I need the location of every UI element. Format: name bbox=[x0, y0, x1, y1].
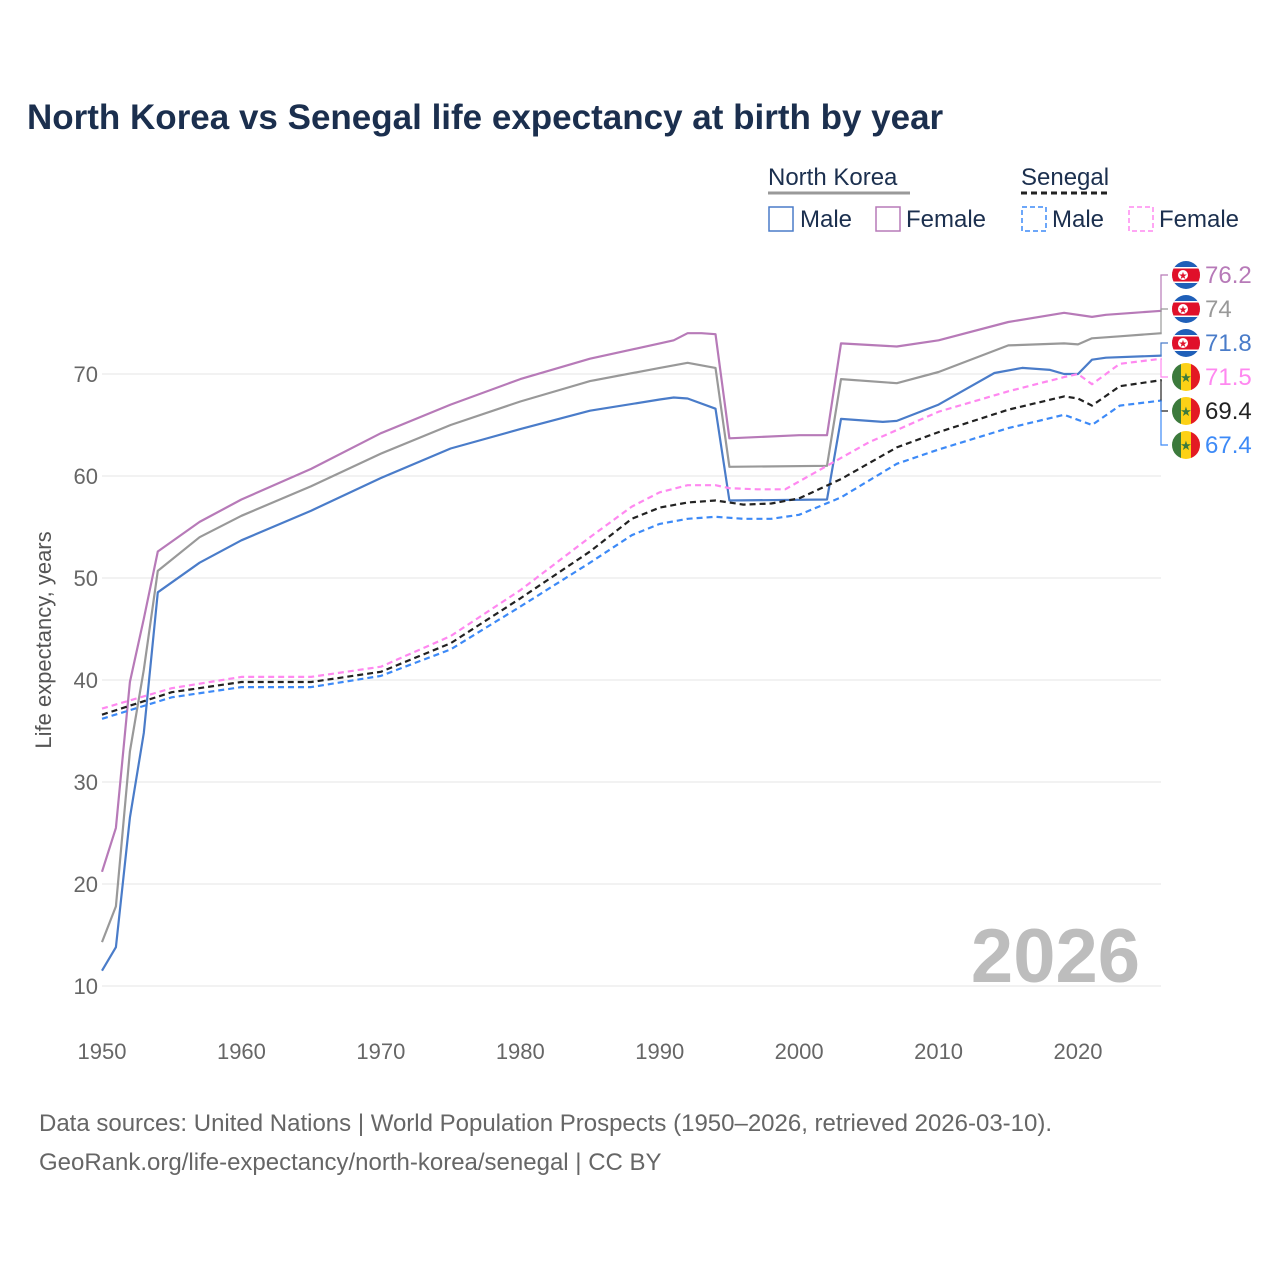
legend-swatch-nk-male[interactable] bbox=[768, 206, 794, 232]
series-line-senegal-male[interactable] bbox=[101, 399, 1162, 720]
legend-group-north-korea: North Korea bbox=[768, 164, 898, 191]
end-label-connector bbox=[1160, 358, 1168, 378]
end-label-connector bbox=[1160, 380, 1168, 412]
svg-text:★: ★ bbox=[1180, 404, 1192, 419]
north-korea-flag-icon: ★ bbox=[1172, 295, 1200, 323]
senegal-flag-icon: ★ bbox=[1172, 397, 1200, 425]
series-line-north-korea-both[interactable] bbox=[100, 332, 1162, 943]
senegal-flag-icon: ★ bbox=[1172, 431, 1200, 459]
y-tick-label: 30 bbox=[74, 770, 98, 795]
series-line-north-korea-female[interactable] bbox=[100, 309, 1162, 873]
x-axis-ticks: 1950 1960 1970 1980 1990 2000 2010 2020 bbox=[78, 1039, 1103, 1064]
legend-swatch-sn-female[interactable] bbox=[1128, 206, 1154, 232]
svg-text:★: ★ bbox=[1179, 305, 1188, 316]
north-korea-flag-icon: ★ bbox=[1172, 261, 1200, 289]
legend-label-sn-male[interactable]: Male bbox=[1052, 206, 1104, 233]
series-line-senegal-both[interactable] bbox=[101, 379, 1162, 716]
svg-text:★: ★ bbox=[1180, 370, 1192, 385]
y-tick-label: 10 bbox=[74, 974, 98, 999]
x-tick-label: 2020 bbox=[1054, 1039, 1103, 1064]
legend: North Korea Male Female Senegal Male Fem… bbox=[768, 164, 1239, 233]
source-line-2[interactable]: GeoRank.org/life-expectancy/north-korea/… bbox=[39, 1149, 662, 1176]
end-label-connector bbox=[1160, 274, 1168, 311]
end-value-label: 76.2 bbox=[1205, 262, 1252, 289]
svg-text:★: ★ bbox=[1179, 271, 1188, 282]
legend-group-senegal: Senegal bbox=[1021, 164, 1109, 191]
legend-swatch-nk-female[interactable] bbox=[875, 206, 901, 232]
x-tick-label: 2010 bbox=[914, 1039, 963, 1064]
x-tick-label: 1960 bbox=[217, 1039, 266, 1064]
y-tick-label: 50 bbox=[74, 566, 98, 591]
end-value-label: 71.8 bbox=[1205, 330, 1252, 357]
legend-label-nk-female[interactable]: Female bbox=[906, 206, 986, 233]
svg-text:★: ★ bbox=[1179, 339, 1188, 350]
end-labels: ★ 76.2 ★ 74 ★ 71.8 ★ 71.5 ★ 69.4 ★ 67.4 bbox=[1160, 261, 1252, 459]
end-value-label: 69.4 bbox=[1205, 398, 1252, 425]
x-tick-label: 1990 bbox=[635, 1039, 684, 1064]
gridlines bbox=[102, 373, 1161, 987]
series-lines bbox=[100, 309, 1162, 972]
end-label-connector bbox=[1160, 342, 1168, 356]
source-line-1: Data sources: United Nations | World Pop… bbox=[39, 1110, 1052, 1137]
y-tick-label: 70 bbox=[74, 362, 98, 387]
y-axis-label: Life expectancy, years bbox=[31, 531, 56, 748]
y-tick-label: 60 bbox=[74, 464, 98, 489]
end-value-label: 67.4 bbox=[1205, 432, 1252, 459]
end-value-label: 71.5 bbox=[1205, 364, 1252, 391]
y-tick-label: 20 bbox=[74, 872, 98, 897]
north-korea-flag-icon: ★ bbox=[1172, 329, 1200, 357]
y-axis-ticks: 10 20 30 40 50 60 70 bbox=[74, 362, 98, 999]
series-line-senegal-female[interactable] bbox=[101, 357, 1162, 710]
legend-swatch-sn-male[interactable] bbox=[1021, 206, 1047, 232]
end-label-connector bbox=[1160, 308, 1168, 334]
svg-text:★: ★ bbox=[1180, 438, 1192, 453]
chart-title: North Korea vs Senegal life expectancy a… bbox=[27, 98, 944, 137]
x-tick-label: 2000 bbox=[775, 1039, 824, 1064]
end-label-connector bbox=[1160, 400, 1168, 446]
y-tick-label: 40 bbox=[74, 668, 98, 693]
senegal-flag-icon: ★ bbox=[1172, 363, 1200, 391]
legend-label-sn-female[interactable]: Female bbox=[1159, 206, 1239, 233]
x-tick-label: 1950 bbox=[78, 1039, 127, 1064]
current-year-label: 2026 bbox=[971, 914, 1140, 999]
x-tick-label: 1980 bbox=[496, 1039, 545, 1064]
end-value-label: 74 bbox=[1205, 296, 1232, 323]
x-tick-label: 1970 bbox=[356, 1039, 405, 1064]
legend-label-nk-male[interactable]: Male bbox=[800, 206, 852, 233]
series-line-north-korea-male[interactable] bbox=[101, 354, 1162, 972]
